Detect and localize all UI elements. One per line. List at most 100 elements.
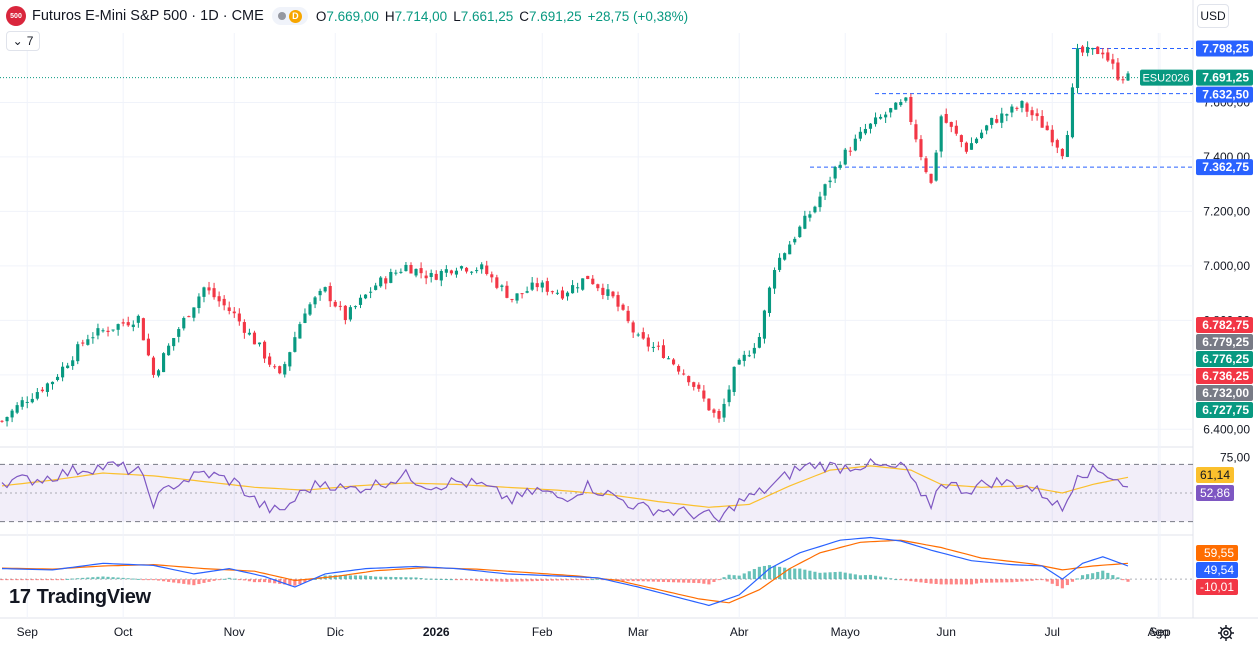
candle[interactable] (81, 339, 85, 347)
macd-signal-line[interactable] (1, 539, 1129, 604)
candle[interactable] (40, 386, 44, 393)
candle[interactable] (671, 358, 676, 366)
candle[interactable] (5, 416, 9, 427)
candle[interactable] (15, 402, 19, 415)
candle[interactable] (873, 112, 878, 127)
candle[interactable] (712, 408, 716, 418)
candle[interactable] (1040, 110, 1044, 128)
candle[interactable] (242, 319, 246, 339)
candle[interactable] (818, 191, 822, 212)
candle[interactable] (278, 365, 282, 375)
candle[interactable] (252, 330, 257, 345)
candle[interactable] (232, 307, 236, 318)
candle[interactable] (1121, 76, 1125, 84)
candle[interactable] (929, 173, 933, 185)
candle[interactable] (106, 326, 110, 337)
candle[interactable] (732, 366, 736, 396)
candle[interactable] (399, 268, 403, 274)
candle[interactable] (677, 364, 681, 375)
candle[interactable] (151, 355, 156, 378)
candle[interactable] (25, 396, 29, 409)
candle[interactable] (1055, 138, 1059, 154)
candle[interactable] (1045, 121, 1049, 131)
candle[interactable] (525, 286, 529, 294)
candle[interactable] (288, 351, 292, 371)
candle[interactable] (964, 141, 968, 154)
candle[interactable] (1000, 107, 1004, 129)
candle[interactable] (308, 302, 312, 316)
candle[interactable] (868, 123, 873, 134)
candle[interactable] (752, 343, 756, 359)
candle[interactable] (500, 284, 504, 292)
candle[interactable] (924, 156, 928, 174)
candle[interactable] (490, 271, 494, 283)
candle[interactable] (313, 296, 317, 309)
price-label[interactable]: 7.632,50 (1196, 86, 1253, 103)
candle[interactable] (439, 269, 443, 287)
candle[interactable] (959, 134, 963, 148)
candle[interactable] (212, 282, 216, 300)
candle[interactable] (328, 282, 332, 307)
candle[interactable] (661, 339, 666, 359)
candle[interactable] (939, 114, 943, 158)
currency-button[interactable]: USD (1197, 4, 1229, 28)
candle[interactable] (828, 176, 832, 188)
candle[interactable] (843, 147, 847, 166)
candle[interactable] (727, 385, 731, 407)
candle[interactable] (1111, 53, 1115, 70)
candle[interactable] (247, 328, 251, 336)
candle[interactable] (767, 286, 772, 317)
candle[interactable] (1010, 104, 1014, 118)
candle[interactable] (969, 137, 974, 150)
candle[interactable] (914, 119, 918, 143)
candle[interactable] (454, 267, 459, 278)
candle[interactable] (172, 337, 176, 351)
candle[interactable] (141, 317, 145, 341)
candle[interactable] (863, 123, 868, 136)
candle[interactable] (884, 111, 888, 124)
candle[interactable] (626, 306, 630, 324)
candle[interactable] (480, 262, 484, 274)
price-label[interactable]: 6.782,75 (1196, 317, 1253, 334)
candle[interactable] (742, 350, 746, 367)
candle[interactable] (162, 352, 166, 373)
candle[interactable] (783, 252, 787, 261)
candle[interactable] (1096, 46, 1100, 55)
candle[interactable] (1065, 130, 1069, 158)
candle[interactable] (833, 165, 837, 184)
candle[interactable] (545, 277, 549, 296)
candle[interactable] (262, 340, 267, 363)
candle[interactable] (813, 205, 817, 214)
tradingview-logo[interactable]: 17 TradingView (9, 586, 151, 609)
candle[interactable] (586, 275, 590, 280)
candle[interactable] (591, 275, 595, 285)
candle[interactable] (737, 358, 741, 365)
candle[interactable] (848, 146, 852, 156)
candle[interactable] (980, 129, 984, 140)
candle[interactable] (86, 334, 90, 346)
candle[interactable] (50, 381, 55, 390)
candle[interactable] (919, 135, 923, 161)
candle[interactable] (303, 308, 307, 324)
candle[interactable] (520, 293, 524, 299)
candle[interactable] (136, 314, 140, 328)
candle[interactable] (55, 374, 60, 382)
price-label[interactable]: 7.691,25 (1196, 69, 1253, 86)
candle[interactable] (1106, 47, 1110, 63)
symbol-logo[interactable]: 500 (6, 6, 26, 26)
price-label[interactable]: 6.779,25 (1196, 334, 1253, 351)
candle[interactable] (419, 262, 423, 279)
price-label[interactable]: 7.798,25 (1196, 40, 1253, 57)
candle[interactable] (697, 382, 701, 392)
candle[interactable] (904, 96, 908, 103)
candle[interactable] (459, 265, 464, 271)
candle[interactable] (1015, 106, 1019, 111)
candle[interactable] (485, 260, 489, 276)
candle[interactable] (1126, 71, 1130, 81)
candle[interactable] (581, 278, 585, 291)
candle[interactable] (404, 261, 408, 272)
candle[interactable] (974, 137, 979, 144)
candle[interactable] (464, 266, 469, 274)
candle[interactable] (692, 381, 696, 391)
candle[interactable] (363, 294, 368, 300)
